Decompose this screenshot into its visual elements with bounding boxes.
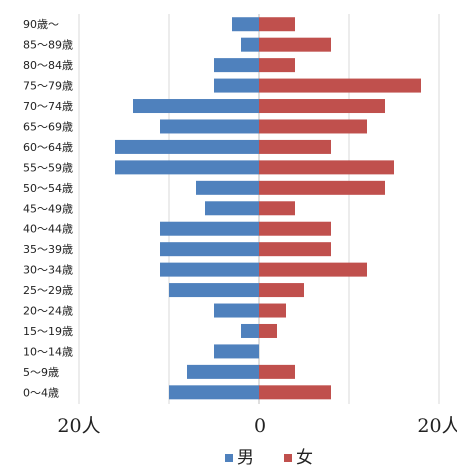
bar-female-14 bbox=[259, 303, 286, 318]
bar-male-8 bbox=[196, 180, 259, 195]
bar-female-11 bbox=[259, 242, 331, 257]
y-tick-label: 5～9歳 bbox=[23, 366, 59, 379]
legend-label-1: 女 bbox=[296, 448, 313, 468]
bar-male-16 bbox=[214, 344, 259, 359]
bar-female-4 bbox=[259, 99, 385, 114]
bar-male-10 bbox=[160, 221, 259, 236]
bar-female-0 bbox=[259, 17, 295, 32]
bar-male-2 bbox=[214, 58, 259, 73]
bar-female-9 bbox=[259, 201, 295, 216]
bar-female-7 bbox=[259, 160, 394, 175]
y-tick-label: 20～24歳 bbox=[23, 305, 73, 318]
bar-male-13 bbox=[169, 283, 259, 298]
y-tick-label: 45～49歳 bbox=[23, 202, 73, 215]
bar-female-17 bbox=[259, 364, 295, 379]
legend-label-0: 男 bbox=[237, 448, 254, 468]
bar-male-5 bbox=[160, 119, 259, 134]
bars bbox=[115, 17, 421, 400]
legend: 男女 bbox=[225, 448, 313, 468]
bar-male-3 bbox=[214, 78, 259, 93]
bar-female-8 bbox=[259, 180, 385, 195]
bar-male-15 bbox=[241, 323, 259, 338]
bar-male-4 bbox=[133, 99, 259, 114]
y-tick-label: 70～74歳 bbox=[23, 100, 73, 113]
legend-swatch-1 bbox=[284, 454, 292, 462]
bar-male-0 bbox=[232, 17, 259, 32]
y-tick-label: 55～59歳 bbox=[23, 161, 73, 174]
y-tick-label: 75～79歳 bbox=[23, 80, 73, 93]
y-tick-label: 40～44歳 bbox=[23, 223, 73, 236]
y-tick-label: 65～69歳 bbox=[23, 120, 73, 133]
y-tick-label: 50～54歳 bbox=[23, 182, 73, 195]
bar-male-9 bbox=[205, 201, 259, 216]
y-axis-labels: 90歳～ 85～89歳 80～84歳 75～79歳 70～74歳 65～69歳 60～64歳… bbox=[23, 18, 73, 399]
x-tick-label: 20人 bbox=[57, 415, 100, 437]
bar-female-5 bbox=[259, 119, 367, 134]
y-tick-label: 80～84歳 bbox=[23, 59, 73, 72]
bar-female-10 bbox=[259, 221, 331, 236]
bar-male-14 bbox=[214, 303, 259, 318]
bar-female-2 bbox=[259, 58, 295, 73]
bar-female-13 bbox=[259, 283, 304, 298]
x-axis-labels: 20人 0 20人 bbox=[57, 415, 457, 437]
bar-female-18 bbox=[259, 385, 331, 400]
bar-female-3 bbox=[259, 78, 421, 93]
y-tick-label: 15～19歳 bbox=[23, 325, 73, 338]
bar-male-18 bbox=[169, 385, 259, 400]
y-tick-label: 90歳～ bbox=[23, 18, 59, 31]
y-tick-label: 0～4歳 bbox=[23, 386, 59, 399]
y-tick-label: 85～89歳 bbox=[23, 39, 73, 52]
bar-female-12 bbox=[259, 262, 367, 277]
legend-swatch-0 bbox=[225, 454, 233, 462]
bar-female-1 bbox=[259, 37, 331, 52]
x-tick-label: 20人 bbox=[417, 415, 457, 437]
bar-male-11 bbox=[160, 242, 259, 257]
bar-female-6 bbox=[259, 139, 331, 154]
x-tick-label: 0 bbox=[254, 415, 266, 437]
y-tick-label: 35～39歳 bbox=[23, 243, 73, 256]
bar-male-7 bbox=[115, 160, 259, 175]
bar-male-6 bbox=[115, 139, 259, 154]
bar-male-17 bbox=[187, 364, 259, 379]
bar-male-1 bbox=[241, 37, 259, 52]
y-tick-label: 60～64歳 bbox=[23, 141, 73, 154]
y-tick-label: 10～14歳 bbox=[23, 345, 73, 358]
y-tick-label: 30～34歳 bbox=[23, 264, 73, 277]
y-tick-label: 25～29歳 bbox=[23, 284, 73, 297]
bar-female-15 bbox=[259, 323, 277, 338]
bar-male-12 bbox=[160, 262, 259, 277]
